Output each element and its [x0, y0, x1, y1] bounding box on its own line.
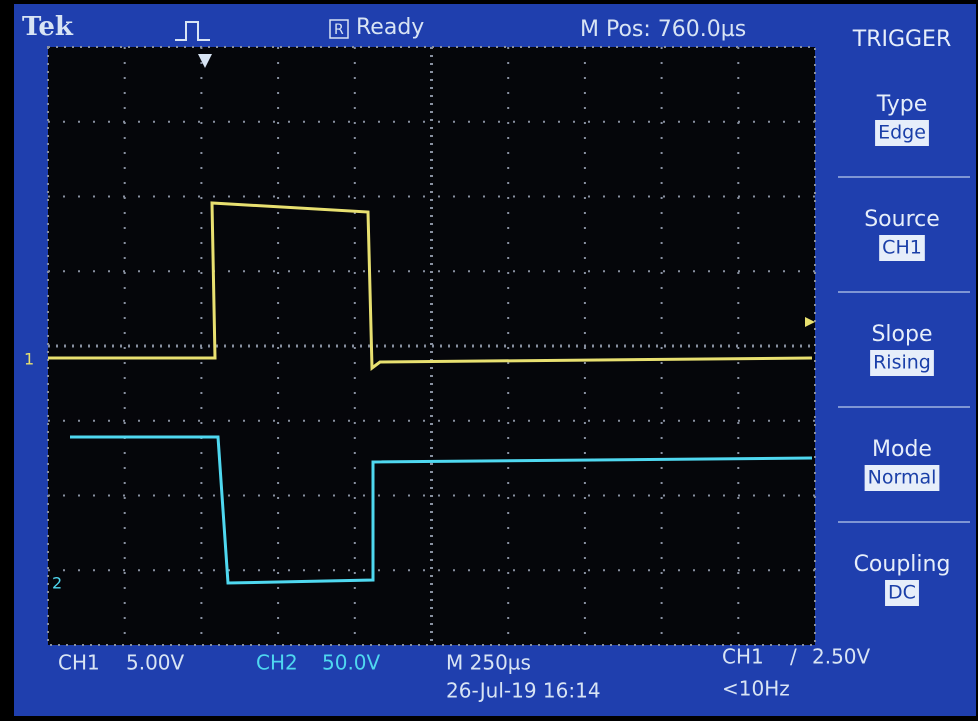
- oscilloscope-screen: Tek R Ready M Pos: 760.0µs TRIGGER Type E…: [0, 0, 978, 721]
- menu-label: Mode: [872, 437, 932, 462]
- ch2-label: CH2: [256, 651, 298, 675]
- brand: Tek: [22, 12, 74, 42]
- menu-label: Coupling: [854, 552, 951, 577]
- trigger-level: 2.50V: [812, 645, 871, 669]
- menu-label: Source: [864, 207, 940, 232]
- datetime: 26-Jul-19 16:14: [446, 679, 601, 703]
- trigger-frequency: <10Hz: [722, 677, 790, 701]
- ch2-scale: 50.0V: [322, 651, 381, 675]
- menu-value: DC: [888, 582, 916, 604]
- menu-value: Normal: [868, 467, 937, 489]
- timebase: M 250µs: [446, 651, 531, 675]
- menu-title: TRIGGER: [852, 27, 952, 52]
- menu-label: Slope: [871, 322, 932, 347]
- menu-label: Type: [876, 92, 928, 117]
- horizontal-position: M Pos: 760.0µs: [580, 17, 746, 42]
- menu-value: Edge: [878, 122, 926, 144]
- status-icon: R: [334, 22, 344, 38]
- ch1-marker: 1: [24, 350, 34, 369]
- menu-value: CH1: [882, 237, 922, 259]
- status: Ready: [356, 15, 424, 40]
- trigger-slope: /: [790, 645, 797, 669]
- menu-value: Rising: [873, 352, 931, 374]
- trigger-source: CH1: [722, 645, 764, 669]
- ch1-scale: 5.00V: [126, 651, 185, 675]
- ch1-label: CH1: [58, 651, 100, 675]
- ch2-marker: 2: [52, 574, 62, 593]
